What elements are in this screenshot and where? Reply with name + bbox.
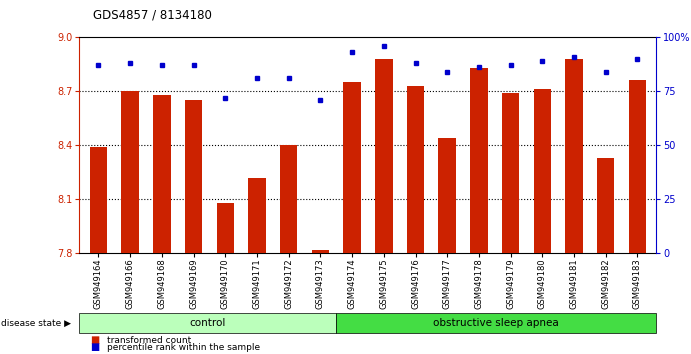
Text: ■: ■ [90,342,99,352]
Bar [216,203,234,253]
Bar [597,158,614,253]
Bar [565,59,583,253]
Bar [407,86,424,253]
Bar [90,147,107,253]
Bar [312,250,329,253]
Bar [375,59,392,253]
Bar [122,91,139,253]
Text: percentile rank within the sample: percentile rank within the sample [107,343,261,352]
Bar [248,177,266,253]
Bar [533,89,551,253]
Text: obstructive sleep apnea: obstructive sleep apnea [433,318,559,328]
Bar [153,95,171,253]
Bar [502,93,520,253]
Text: control: control [189,318,226,328]
Bar [343,82,361,253]
Text: disease state ▶: disease state ▶ [1,319,70,327]
Bar [439,138,456,253]
Text: ■: ■ [90,335,99,345]
Bar [629,80,646,253]
Bar [470,68,488,253]
Text: GDS4857 / 8134180: GDS4857 / 8134180 [93,8,212,21]
Bar [280,145,297,253]
Text: transformed count: transformed count [107,336,191,345]
Bar [185,100,202,253]
